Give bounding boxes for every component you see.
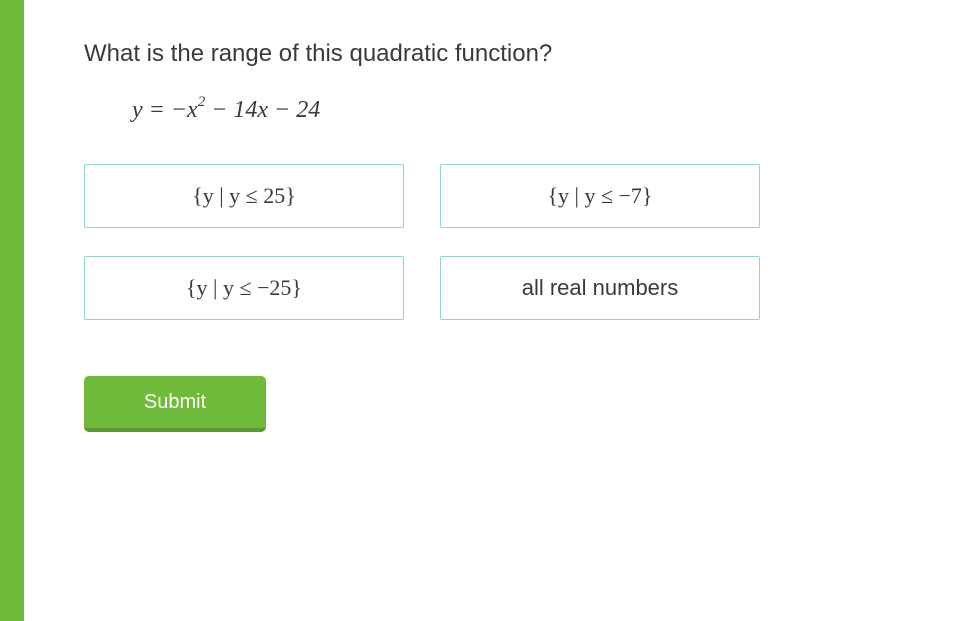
- options-grid: {y | y ≤ 25} {y | y ≤ −7} {y | y ≤ −25} …: [84, 164, 919, 320]
- option-3[interactable]: {y | y ≤ −25}: [84, 256, 404, 320]
- submit-button[interactable]: Submit: [84, 376, 266, 432]
- option-4-label: all real numbers: [522, 275, 679, 301]
- option-1-label: {y | y ≤ 25}: [192, 183, 296, 209]
- question-panel: What is the range of this quadratic func…: [24, 0, 979, 621]
- option-1[interactable]: {y | y ≤ 25}: [84, 164, 404, 228]
- left-accent-bar: [0, 0, 24, 621]
- question-prompt: What is the range of this quadratic func…: [84, 40, 919, 68]
- question-equation: y = −x2 − 14x − 24: [132, 96, 919, 124]
- option-4[interactable]: all real numbers: [440, 256, 760, 320]
- option-2[interactable]: {y | y ≤ −7}: [440, 164, 760, 228]
- option-3-label: {y | y ≤ −25}: [186, 275, 302, 301]
- option-2-label: {y | y ≤ −7}: [547, 183, 652, 209]
